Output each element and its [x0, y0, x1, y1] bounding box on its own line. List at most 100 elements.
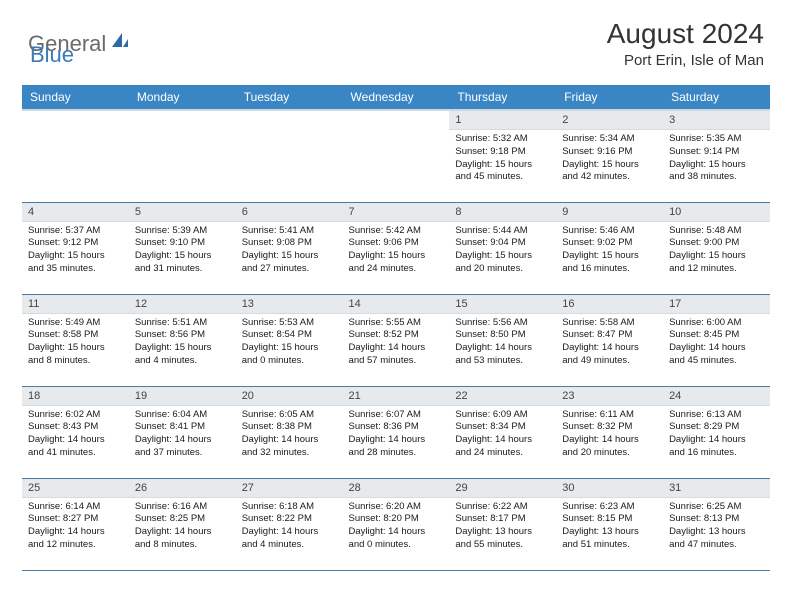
day-number: 9	[556, 203, 663, 222]
sunset-line: Sunset: 9:10 PM	[135, 237, 230, 250]
day-number: 19	[129, 387, 236, 406]
day-number: 26	[129, 479, 236, 498]
calendar-week-row: 1Sunrise: 5:32 AMSunset: 9:18 PMDaylight…	[22, 110, 770, 202]
day-body: Sunrise: 5:58 AMSunset: 8:47 PMDaylight:…	[556, 314, 663, 372]
day-number: 27	[236, 479, 343, 498]
sunset-line: Sunset: 9:14 PM	[669, 146, 764, 159]
day-number: 28	[343, 479, 450, 498]
calendar-cell: 28Sunrise: 6:20 AMSunset: 8:20 PMDayligh…	[343, 478, 450, 570]
daylight-line: Daylight: 14 hours and 45 minutes.	[669, 342, 764, 368]
daylight-line: Daylight: 14 hours and 0 minutes.	[349, 526, 444, 552]
day-body: Sunrise: 5:37 AMSunset: 9:12 PMDaylight:…	[22, 222, 129, 280]
day-number: 25	[22, 479, 129, 498]
daylight-line: Daylight: 14 hours and 16 minutes.	[669, 434, 764, 460]
sunrise-line: Sunrise: 5:42 AM	[349, 225, 444, 238]
calendar-cell: 2Sunrise: 5:34 AMSunset: 9:16 PMDaylight…	[556, 110, 663, 202]
sunset-line: Sunset: 8:58 PM	[28, 329, 123, 342]
sunset-line: Sunset: 8:56 PM	[135, 329, 230, 342]
sunset-line: Sunset: 9:04 PM	[455, 237, 550, 250]
day-number: 14	[343, 295, 450, 314]
sunset-line: Sunset: 9:12 PM	[28, 237, 123, 250]
calendar-cell: 1Sunrise: 5:32 AMSunset: 9:18 PMDaylight…	[449, 110, 556, 202]
daylight-line: Daylight: 15 hours and 24 minutes.	[349, 250, 444, 276]
daylight-line: Daylight: 15 hours and 38 minutes.	[669, 159, 764, 185]
calendar-cell: 9Sunrise: 5:46 AMSunset: 9:02 PMDaylight…	[556, 202, 663, 294]
sunrise-line: Sunrise: 5:48 AM	[669, 225, 764, 238]
day-body: Sunrise: 5:35 AMSunset: 9:14 PMDaylight:…	[663, 130, 770, 188]
daylight-line: Daylight: 13 hours and 51 minutes.	[562, 526, 657, 552]
sunset-line: Sunset: 8:17 PM	[455, 513, 550, 526]
day-number: 17	[663, 295, 770, 314]
sunrise-line: Sunrise: 5:37 AM	[28, 225, 123, 238]
calendar-cell: 15Sunrise: 5:56 AMSunset: 8:50 PMDayligh…	[449, 294, 556, 386]
daylight-line: Daylight: 15 hours and 31 minutes.	[135, 250, 230, 276]
day-number: 4	[22, 203, 129, 222]
calendar-week-row: 25Sunrise: 6:14 AMSunset: 8:27 PMDayligh…	[22, 478, 770, 570]
day-number: 7	[343, 203, 450, 222]
daylight-line: Daylight: 15 hours and 16 minutes.	[562, 250, 657, 276]
calendar-week-row: 11Sunrise: 5:49 AMSunset: 8:58 PMDayligh…	[22, 294, 770, 386]
sunrise-line: Sunrise: 5:56 AM	[455, 317, 550, 330]
day-body: Sunrise: 5:34 AMSunset: 9:16 PMDaylight:…	[556, 130, 663, 188]
calendar-cell: 19Sunrise: 6:04 AMSunset: 8:41 PMDayligh…	[129, 386, 236, 478]
daylight-line: Daylight: 14 hours and 12 minutes.	[28, 526, 123, 552]
daylight-line: Daylight: 15 hours and 12 minutes.	[669, 250, 764, 276]
sunset-line: Sunset: 8:45 PM	[669, 329, 764, 342]
day-body: Sunrise: 5:51 AMSunset: 8:56 PMDaylight:…	[129, 314, 236, 372]
sunset-line: Sunset: 8:52 PM	[349, 329, 444, 342]
calendar-cell: 7Sunrise: 5:42 AMSunset: 9:06 PMDaylight…	[343, 202, 450, 294]
col-wednesday: Wednesday	[343, 85, 450, 110]
sunrise-line: Sunrise: 5:41 AM	[242, 225, 337, 238]
daylight-line: Daylight: 14 hours and 24 minutes.	[455, 434, 550, 460]
daylight-line: Daylight: 14 hours and 20 minutes.	[562, 434, 657, 460]
day-number: 18	[22, 387, 129, 406]
day-body: Sunrise: 5:56 AMSunset: 8:50 PMDaylight:…	[449, 314, 556, 372]
col-sunday: Sunday	[22, 85, 129, 110]
sunset-line: Sunset: 8:13 PM	[669, 513, 764, 526]
daylight-line: Daylight: 14 hours and 8 minutes.	[135, 526, 230, 552]
day-body: Sunrise: 6:02 AMSunset: 8:43 PMDaylight:…	[22, 406, 129, 464]
sunset-line: Sunset: 8:50 PM	[455, 329, 550, 342]
day-number: 13	[236, 295, 343, 314]
sunrise-line: Sunrise: 5:58 AM	[562, 317, 657, 330]
calendar-cell: 30Sunrise: 6:23 AMSunset: 8:15 PMDayligh…	[556, 478, 663, 570]
sunset-line: Sunset: 8:29 PM	[669, 421, 764, 434]
day-body: Sunrise: 6:16 AMSunset: 8:25 PMDaylight:…	[129, 498, 236, 556]
calendar-cell: 3Sunrise: 5:35 AMSunset: 9:14 PMDaylight…	[663, 110, 770, 202]
calendar-cell: 29Sunrise: 6:22 AMSunset: 8:17 PMDayligh…	[449, 478, 556, 570]
header: General August 2024 Port Erin, Isle of M…	[0, 0, 792, 77]
calendar-cell: 25Sunrise: 6:14 AMSunset: 8:27 PMDayligh…	[22, 478, 129, 570]
daylight-line: Daylight: 14 hours and 49 minutes.	[562, 342, 657, 368]
sunrise-line: Sunrise: 5:34 AM	[562, 133, 657, 146]
col-monday: Monday	[129, 85, 236, 110]
day-number: 1	[449, 111, 556, 130]
sunset-line: Sunset: 8:25 PM	[135, 513, 230, 526]
sunset-line: Sunset: 8:20 PM	[349, 513, 444, 526]
sunset-line: Sunset: 8:41 PM	[135, 421, 230, 434]
day-body: Sunrise: 5:32 AMSunset: 9:18 PMDaylight:…	[449, 130, 556, 188]
sunset-line: Sunset: 9:08 PM	[242, 237, 337, 250]
day-number: 2	[556, 111, 663, 130]
day-body: Sunrise: 5:46 AMSunset: 9:02 PMDaylight:…	[556, 222, 663, 280]
sunset-line: Sunset: 8:38 PM	[242, 421, 337, 434]
day-body: Sunrise: 5:49 AMSunset: 8:58 PMDaylight:…	[22, 314, 129, 372]
page-title: August 2024	[607, 18, 764, 50]
day-body: Sunrise: 6:14 AMSunset: 8:27 PMDaylight:…	[22, 498, 129, 556]
day-number: 21	[343, 387, 450, 406]
sunrise-line: Sunrise: 5:39 AM	[135, 225, 230, 238]
calendar-cell: 22Sunrise: 6:09 AMSunset: 8:34 PMDayligh…	[449, 386, 556, 478]
sunset-line: Sunset: 8:22 PM	[242, 513, 337, 526]
daylight-line: Daylight: 14 hours and 41 minutes.	[28, 434, 123, 460]
sunrise-line: Sunrise: 6:00 AM	[669, 317, 764, 330]
calendar-week-row: 18Sunrise: 6:02 AMSunset: 8:43 PMDayligh…	[22, 386, 770, 478]
day-number: 3	[663, 111, 770, 130]
sunrise-line: Sunrise: 5:51 AM	[135, 317, 230, 330]
calendar-cell: 27Sunrise: 6:18 AMSunset: 8:22 PMDayligh…	[236, 478, 343, 570]
day-body: Sunrise: 5:44 AMSunset: 9:04 PMDaylight:…	[449, 222, 556, 280]
col-saturday: Saturday	[663, 85, 770, 110]
day-number: 6	[236, 203, 343, 222]
day-number: 11	[22, 295, 129, 314]
location-subtitle: Port Erin, Isle of Man	[607, 52, 764, 69]
calendar-cell	[22, 110, 129, 202]
sunset-line: Sunset: 8:34 PM	[455, 421, 550, 434]
